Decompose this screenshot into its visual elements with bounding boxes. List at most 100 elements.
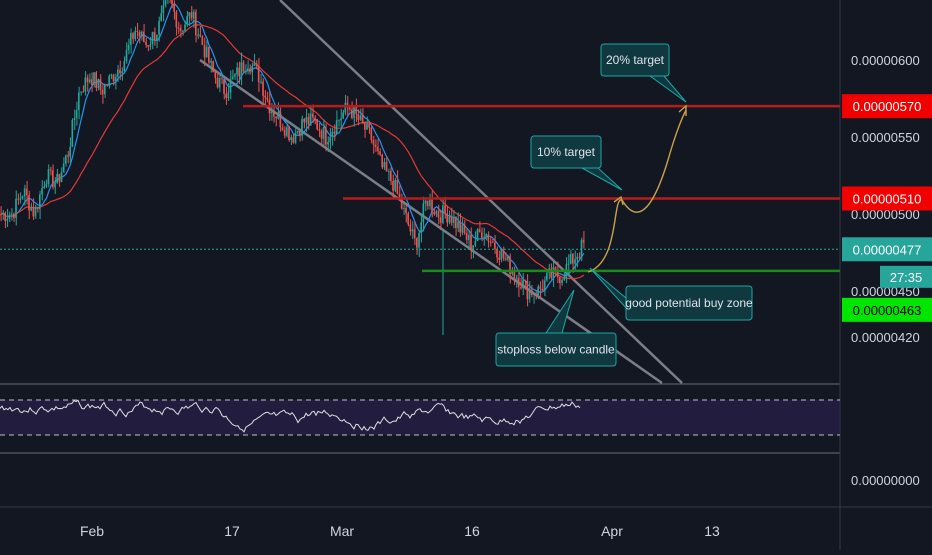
candle-body[interactable]	[195, 12, 197, 35]
candle-body[interactable]	[24, 189, 26, 197]
candle-body[interactable]	[158, 21, 160, 35]
candle-body[interactable]	[436, 211, 438, 214]
candle-body[interactable]	[507, 256, 509, 259]
candle-body[interactable]	[260, 82, 262, 83]
candle-body[interactable]	[4, 213, 6, 221]
candle-body[interactable]	[420, 222, 422, 233]
candle-body[interactable]	[221, 78, 223, 79]
candle-body[interactable]	[319, 129, 321, 130]
candle-body[interactable]	[119, 70, 121, 74]
candle-body[interactable]	[527, 281, 529, 299]
candle-body[interactable]	[414, 229, 416, 238]
candle-body[interactable]	[128, 45, 130, 50]
candle-body[interactable]	[173, 4, 175, 12]
candle-body[interactable]	[407, 213, 409, 224]
candle-body[interactable]	[20, 198, 22, 199]
candle-body[interactable]	[204, 45, 206, 57]
candle-body[interactable]	[82, 92, 84, 93]
candle-body[interactable]	[462, 224, 464, 232]
candle-body[interactable]	[345, 103, 347, 113]
candle-body[interactable]	[139, 32, 141, 36]
candle-body[interactable]	[310, 114, 312, 125]
candle-body[interactable]	[85, 77, 87, 91]
candle-body[interactable]	[210, 61, 212, 63]
candle-body[interactable]	[490, 241, 492, 242]
candle-body[interactable]	[314, 118, 316, 120]
candle-body[interactable]	[271, 111, 273, 113]
candle-body[interactable]	[306, 117, 308, 122]
candle-body[interactable]	[33, 207, 35, 216]
candle-body[interactable]	[176, 12, 178, 28]
candle-body[interactable]	[35, 207, 37, 216]
candle-body[interactable]	[293, 137, 295, 142]
candle-body[interactable]	[126, 50, 128, 61]
candle-body[interactable]	[412, 229, 414, 231]
candle-body[interactable]	[366, 123, 368, 129]
candle-body[interactable]	[54, 183, 56, 187]
candle-body[interactable]	[30, 207, 32, 210]
candle-body[interactable]	[332, 132, 334, 137]
candle-body[interactable]	[132, 33, 134, 39]
candle-body[interactable]	[89, 79, 91, 82]
candle-body[interactable]	[488, 234, 490, 241]
candle-body[interactable]	[256, 63, 258, 66]
candle-body[interactable]	[104, 85, 106, 95]
candle-body[interactable]	[69, 147, 71, 157]
candle-body[interactable]	[581, 240, 583, 257]
candle-body[interactable]	[52, 170, 54, 187]
candle-body[interactable]	[78, 92, 80, 110]
candle-body[interactable]	[416, 238, 418, 247]
candle-body[interactable]	[93, 72, 95, 85]
candle-body[interactable]	[98, 79, 100, 88]
candle-body[interactable]	[479, 229, 481, 232]
candle-body[interactable]	[280, 112, 282, 127]
candle-body[interactable]	[251, 66, 253, 73]
candle-body[interactable]	[440, 217, 442, 222]
candle-body[interactable]	[546, 273, 548, 281]
candle-body[interactable]	[559, 277, 561, 283]
candle-body[interactable]	[438, 211, 440, 217]
candle-body[interactable]	[295, 133, 297, 143]
candle-body[interactable]	[397, 180, 399, 194]
candle-body[interactable]	[358, 114, 360, 120]
candle-body[interactable]	[481, 232, 483, 238]
candle-body[interactable]	[544, 280, 546, 290]
candle-body[interactable]	[498, 258, 500, 260]
candle-body[interactable]	[111, 75, 113, 76]
candle-body[interactable]	[102, 90, 104, 95]
candle-body[interactable]	[459, 222, 461, 233]
candle-body[interactable]	[208, 47, 210, 63]
candle-body[interactable]	[442, 205, 444, 222]
candle-body[interactable]	[535, 294, 537, 296]
candle-body[interactable]	[199, 35, 201, 37]
candle-body[interactable]	[26, 189, 28, 196]
candle-body[interactable]	[308, 117, 310, 124]
candle-body[interactable]	[163, 5, 165, 13]
candle-body[interactable]	[379, 151, 381, 155]
candle-body[interactable]	[297, 131, 299, 133]
candle-body[interactable]	[368, 123, 370, 127]
candle-body[interactable]	[37, 207, 39, 209]
candle-body[interactable]	[50, 169, 52, 170]
candle-body[interactable]	[72, 120, 74, 147]
candle-body[interactable]	[423, 204, 425, 223]
candle-body[interactable]	[17, 199, 19, 200]
candle-body[interactable]	[48, 169, 50, 184]
candle-body[interactable]	[243, 62, 245, 71]
candle-body[interactable]	[277, 112, 279, 118]
candle-body[interactable]	[394, 180, 396, 191]
candle-body[interactable]	[121, 71, 123, 73]
candle-body[interactable]	[327, 142, 329, 145]
candle-body[interactable]	[43, 187, 45, 189]
candle-body[interactable]	[249, 68, 251, 72]
candle-body[interactable]	[386, 162, 388, 172]
candle-body[interactable]	[180, 28, 182, 31]
candle-body[interactable]	[124, 61, 126, 71]
candle-body[interactable]	[267, 97, 269, 99]
candle-body[interactable]	[563, 278, 565, 280]
candle-body[interactable]	[475, 241, 477, 245]
candle-body[interactable]	[427, 201, 429, 206]
candle-body[interactable]	[247, 68, 249, 71]
candle-body[interactable]	[392, 181, 394, 191]
candle-body[interactable]	[464, 224, 466, 233]
